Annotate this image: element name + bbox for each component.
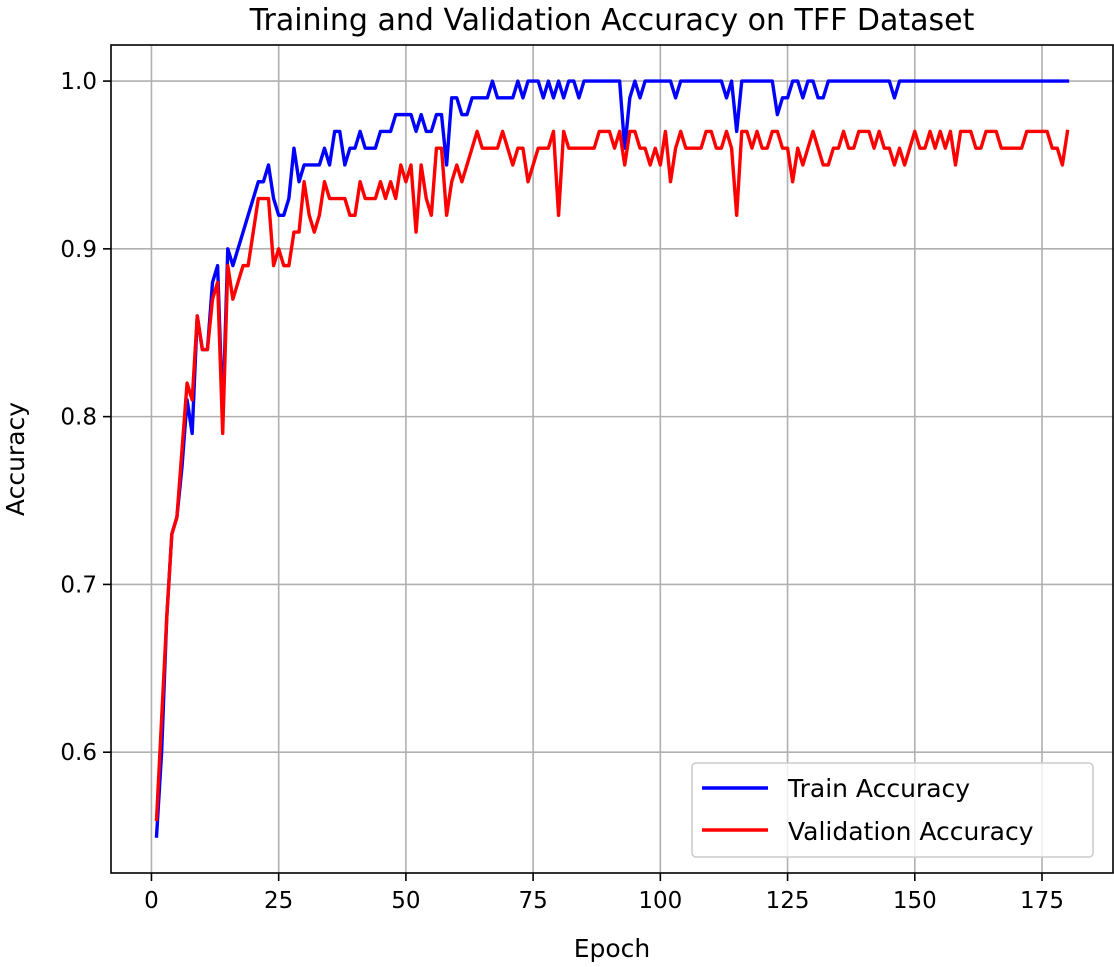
x-tick-label: 175 xyxy=(1020,888,1064,914)
y-tick-label: 1.0 xyxy=(60,69,97,95)
grid-lines xyxy=(111,45,1113,873)
y-tick-label: 0.9 xyxy=(60,237,97,263)
y-tick-label: 0.8 xyxy=(60,405,97,431)
y-tick-label: 0.7 xyxy=(60,572,97,598)
x-tick-label: 125 xyxy=(766,888,810,914)
x-axis-label: Epoch xyxy=(574,934,651,963)
plot-frame xyxy=(110,44,1114,874)
x-axis: 0 25 50 75 100 125 150 175 xyxy=(144,873,1064,914)
legend: Train Accuracy Validation Accuracy xyxy=(691,762,1094,858)
y-tick-label: 0.6 xyxy=(60,740,97,766)
x-tick-label: 100 xyxy=(638,888,682,914)
validation-accuracy-line xyxy=(154,129,1070,822)
x-tick-label: 150 xyxy=(893,888,937,914)
x-tick-label: 75 xyxy=(518,888,547,914)
chart-title: Training and Validation Accuracy on TFF … xyxy=(249,3,975,38)
legend-label-train: Train Accuracy xyxy=(787,774,970,803)
x-tick-label: 0 xyxy=(144,888,159,914)
legend-label-validation: Validation Accuracy xyxy=(788,817,1034,846)
x-tick-label: 50 xyxy=(391,888,420,914)
x-tick-label: 25 xyxy=(264,888,293,914)
series-layer xyxy=(154,79,1070,838)
y-axis: 0.6 0.7 0.8 0.9 1.0 xyxy=(60,69,111,766)
legend-box xyxy=(691,762,1094,858)
train-accuracy-line xyxy=(154,79,1070,838)
y-axis-label: Accuracy xyxy=(1,402,30,516)
